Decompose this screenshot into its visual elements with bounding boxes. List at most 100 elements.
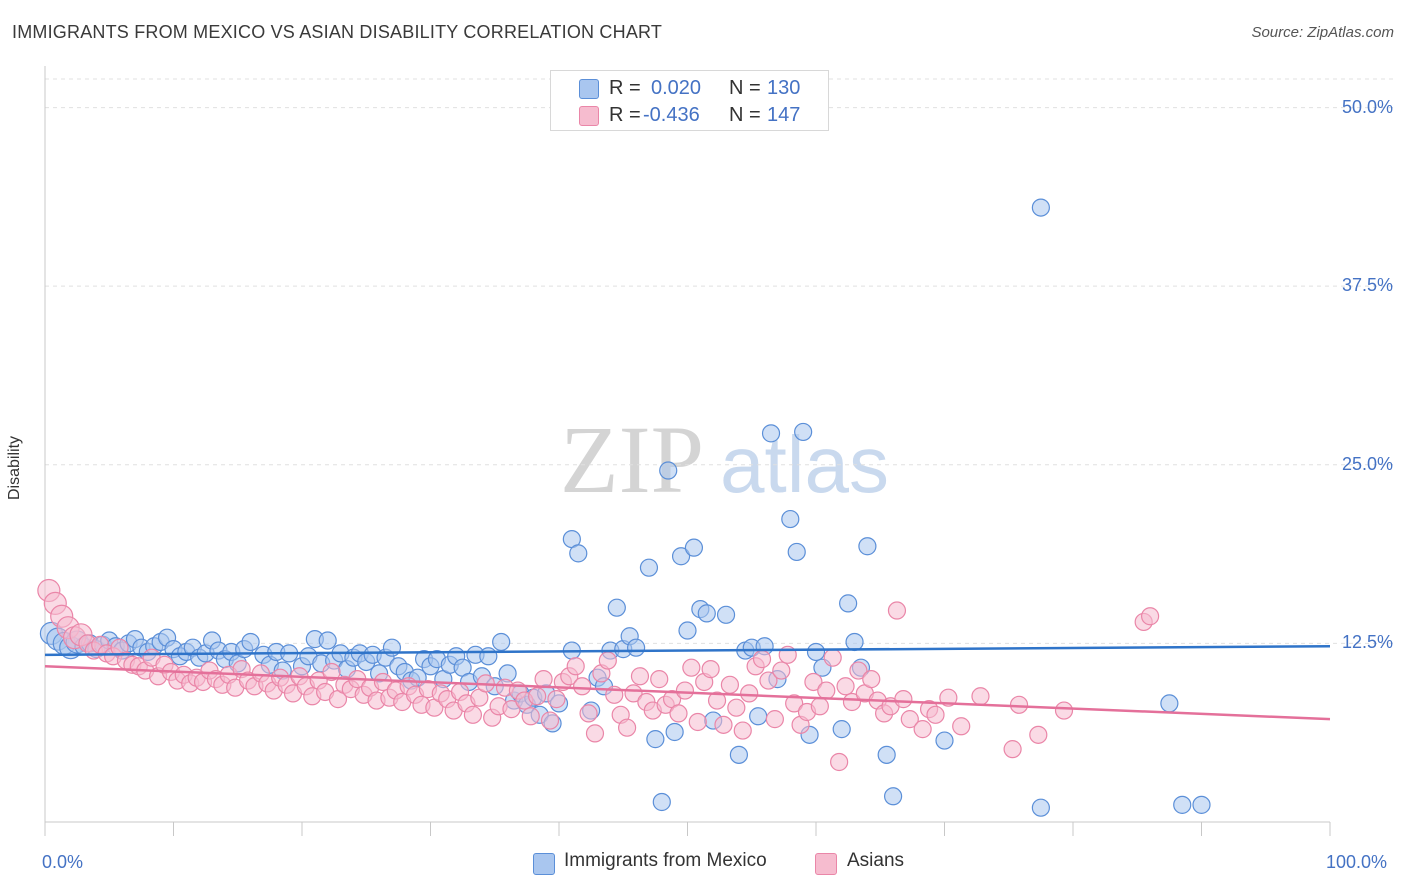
asians-point [688,712,707,732]
mexico-point [845,632,864,652]
asians-point [598,651,617,670]
mexico-point [1173,795,1192,814]
legend-r-label-asians: R = [609,104,641,126]
asians-point [502,700,521,719]
asians-point [842,692,862,712]
asians-point [913,720,932,739]
mexico-point [1160,694,1179,713]
asians-point [804,672,823,692]
asians-point [733,721,752,740]
mexico-point [241,632,260,652]
mexico-point [787,542,806,562]
asians-point [971,687,990,706]
asians-point [528,687,547,706]
asians-point [830,752,849,772]
asians-point [707,691,727,710]
mexico-point [1192,795,1211,814]
mexico-point [729,745,749,764]
asians-point [566,657,585,676]
asians-point [894,690,913,709]
mexico-point [935,731,954,750]
asians-point [900,710,919,729]
asians-point [849,661,868,680]
mexico-point [697,604,716,623]
asians-point [675,681,695,700]
y-tick-label: 25.0% [1341,453,1393,474]
legend-r-value-mexico: 0.020 [651,77,702,99]
bottom-legend-mexico: Immigrants from Mexico [564,850,767,871]
legend-n-value-mexico: 130 [767,77,801,99]
mexico-point [626,638,646,657]
mexico-point [479,647,498,666]
mexico-point [652,792,671,812]
legend-swatch-asians [579,106,599,126]
legend-n-value-asians: 147 [767,104,801,126]
asians-trend-line [44,665,1331,721]
y-tick-label: 37.5% [1341,275,1393,296]
mexico-point [858,537,877,556]
asians-point [785,694,804,713]
mexico-point [684,538,704,557]
mexico-point [832,720,851,739]
mexico-point [659,461,678,480]
legend-n-label-asians: N = [729,104,761,126]
y-tick-label: 12.5% [1341,632,1393,653]
asians-point [373,672,393,692]
asians-point [836,677,855,696]
asians-point [752,650,772,669]
mexico-point [883,787,903,806]
mexico-point [839,594,858,613]
mexico-point [761,424,781,443]
asians-point [887,601,907,620]
asians-point [579,704,598,723]
asians-point [1003,740,1022,759]
asians-point [521,707,540,726]
watermark-zip: ZIP [560,406,704,513]
mexico-point [492,632,511,652]
asians-point [720,675,740,694]
asians-point [926,705,945,724]
asians-point [939,688,958,707]
mexico-point [607,598,626,617]
mexico-point [646,730,665,749]
bottom-legend-swatch-mexico [533,853,555,875]
mexico-trend-line [44,645,1331,657]
mexico-point [671,547,691,566]
asians-point [618,718,637,737]
asians-point [740,684,759,703]
mexico-point [665,722,684,742]
asians-point [540,711,560,730]
mexico-point [781,509,800,529]
asians-point [534,670,553,689]
legend-n-label-mexico: N = [729,77,761,99]
mexico-point [877,745,896,764]
mexico-point [678,621,697,640]
mexico-point [318,631,337,650]
asians-point [1140,607,1160,626]
stats-legend: R = 0.020 N = 130 R = -0.436 N = 147 [550,70,829,131]
asians-point [1054,701,1074,720]
asians-point [463,705,483,724]
asians-point [862,670,881,689]
asians-point [727,698,746,717]
asians-point [772,661,791,680]
asians-point [573,677,592,696]
asians-point [823,648,842,667]
asians-point [650,670,669,689]
asians-point [547,690,566,709]
asians-point [714,715,733,734]
bottom-legend-swatch-asians [815,853,837,875]
asians-point [817,681,836,700]
legend-r-label-mexico: R = [609,77,641,99]
asians-point [585,724,605,743]
asians-point [952,717,971,736]
mexico-point [794,422,813,442]
mexico-point [1031,798,1050,817]
legend-swatch-mexico [579,79,599,99]
asians-point [630,667,650,686]
x-tick-label-min: 0.0% [42,852,84,872]
asians-point [669,704,688,723]
mexico-point [749,707,768,726]
mexico-point [1031,198,1050,217]
